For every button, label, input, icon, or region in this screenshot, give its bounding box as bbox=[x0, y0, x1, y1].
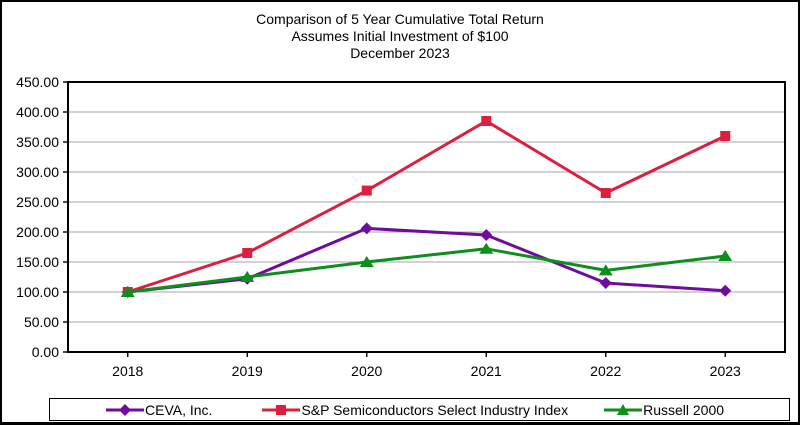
series-line-diamond bbox=[127, 226, 726, 294]
legend-marker-triangle bbox=[604, 403, 643, 415]
marker-triangle bbox=[598, 264, 613, 276]
y-axis-label: 50.00 bbox=[24, 314, 59, 330]
marker-square bbox=[242, 248, 253, 258]
series-line-triangle bbox=[127, 247, 726, 294]
y-axis-label: 250.00 bbox=[16, 194, 59, 210]
legend-label: CEVA, Inc. bbox=[145, 401, 213, 418]
marker-diamond bbox=[599, 277, 612, 289]
x-axis-label: 2021 bbox=[471, 363, 502, 379]
marker-square bbox=[481, 116, 492, 126]
chart-title-line-2: Assumes Initial Investment of $100 bbox=[291, 28, 509, 44]
marker-square bbox=[600, 188, 611, 198]
legend-item: S&P Semiconductors Select Industry Index bbox=[262, 402, 568, 418]
x-axis-label: 2019 bbox=[232, 363, 263, 379]
legend-marker-diamond bbox=[106, 403, 144, 416]
x-axis-label: 2022 bbox=[590, 363, 621, 379]
legend-label: Russell 2000 bbox=[643, 401, 725, 418]
legend-item: CEVA, Inc. bbox=[106, 402, 212, 418]
marker-triangle bbox=[718, 250, 733, 261]
x-axis-label: 2018 bbox=[112, 363, 143, 379]
x-axis-label: 2023 bbox=[710, 363, 741, 379]
marker-diamond bbox=[719, 284, 732, 297]
y-axis-label: 100.00 bbox=[16, 284, 59, 300]
chart-legend: CEVA, Inc. S&P Semiconductors Select Indu… bbox=[49, 398, 790, 421]
plot-border bbox=[67, 81, 786, 353]
marker-square bbox=[361, 185, 372, 196]
y-axis-label: 300.00 bbox=[16, 164, 59, 180]
legend-item: Russell 2000 bbox=[604, 402, 724, 418]
marker-diamond bbox=[360, 222, 373, 235]
chart-title-line-1: Comparison of 5 Year Cumulative Total Re… bbox=[256, 11, 544, 27]
x-axis-label: 2020 bbox=[351, 363, 382, 379]
chart-title: Comparison of 5 Year Cumulative Total Re… bbox=[2, 11, 798, 62]
chart-title-line-3: December 2023 bbox=[350, 45, 450, 61]
marker-triangle bbox=[479, 242, 494, 254]
legend-label: S&P Semiconductors Select Industry Index bbox=[301, 401, 569, 418]
y-axis-label: 400.00 bbox=[16, 104, 59, 120]
y-axis-label: 150.00 bbox=[16, 254, 59, 270]
marker-triangle bbox=[120, 286, 135, 297]
marker-diamond bbox=[480, 229, 493, 241]
legend-marker-square bbox=[262, 404, 301, 415]
marker-triangle bbox=[359, 256, 374, 267]
y-axis-label: 350.00 bbox=[16, 134, 59, 150]
y-axis-label: 0.00 bbox=[32, 344, 59, 360]
y-axis-label: 200.00 bbox=[16, 224, 59, 240]
marker-square bbox=[720, 131, 731, 141]
y-axis-label: 450.00 bbox=[16, 74, 59, 90]
series-line-square bbox=[127, 119, 726, 294]
marker-triangle bbox=[240, 271, 255, 282]
